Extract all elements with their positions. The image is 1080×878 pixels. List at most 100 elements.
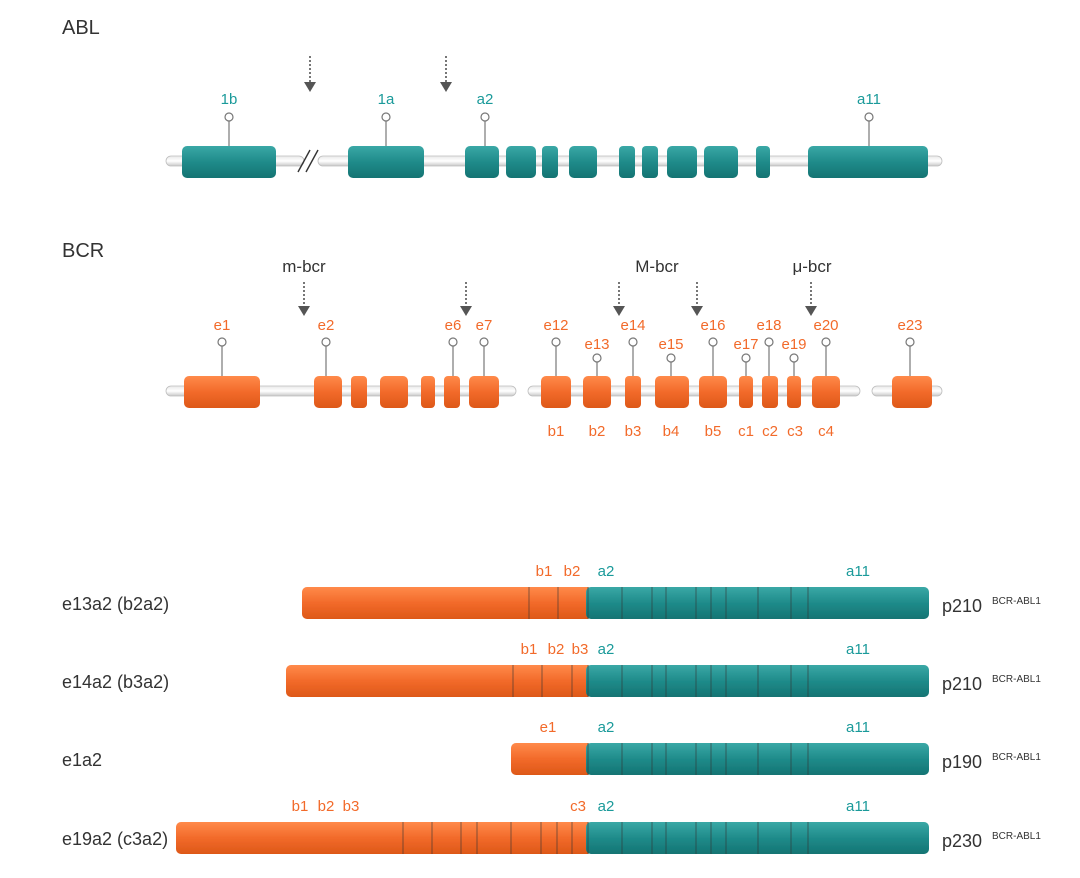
fusion-bcr-bar <box>302 587 592 619</box>
abl-gene: 1b 1a a2 a11 <box>165 56 943 178</box>
fusion-bcr-label: b2 <box>564 563 581 580</box>
bcr-label-b3: b3 <box>625 423 642 440</box>
fusion-bcr-label: b2 <box>318 798 335 815</box>
abl-exon-1a <box>348 146 424 178</box>
bcr-exon-e13 <box>583 376 611 408</box>
bcr-label-c2: c2 <box>762 423 778 440</box>
bcr-label-e16: e16 <box>700 317 725 334</box>
fusion-name: e13a2 (b2a2) <box>62 594 169 614</box>
bcr-exon-e17 <box>739 376 753 408</box>
abl-exon-1b <box>182 146 276 178</box>
abl-exon <box>642 146 658 178</box>
fusion-name: e14a2 (b3a2) <box>62 672 169 692</box>
bcr-exon-e20 <box>812 376 840 408</box>
abl-break-mark <box>297 149 319 173</box>
bcr-exon-e6 <box>444 376 460 408</box>
bcr-b-labels: b1 b2 b3 b4 b5 c1 c2 c3 c4 <box>548 423 834 440</box>
bcr-label-c4: c4 <box>818 423 834 440</box>
bcr-label-e12: e12 <box>543 317 568 334</box>
fusion-bcr-bar <box>286 665 592 697</box>
bcr-label-e7: e7 <box>476 317 493 334</box>
bcr-label-e13: e13 <box>584 336 609 353</box>
fusion-protein: p190 <box>942 752 982 772</box>
bcr-breakpoint-arrows <box>298 282 817 316</box>
fusion-dividers <box>402 822 809 854</box>
fusion-bcr-label: b1 <box>521 641 538 658</box>
bcr-label-e2: e2 <box>318 317 335 334</box>
bcr-label-e23: e23 <box>897 317 922 334</box>
abl-exon-a11 <box>808 146 928 178</box>
abl-exon <box>756 146 770 178</box>
fusion-bcr-label: b3 <box>343 798 360 815</box>
bcr-label-e19: e19 <box>781 336 806 353</box>
bcr-exon <box>351 376 367 408</box>
bcr-exon-labels: e1 e2 e6 e7 e12 e13 e14 e15 e16 e17 e18 … <box>214 317 923 353</box>
fusion-protein-superscript: BCR-ABL1 <box>992 674 1041 685</box>
fusion-abl-label: a2 <box>598 719 615 736</box>
fusion-abl-label: a11 <box>846 798 870 815</box>
bcr-label-e6: e6 <box>445 317 462 334</box>
bcr-label-c1: c1 <box>738 423 754 440</box>
fusion-abl-label: a11 <box>846 563 870 580</box>
bcr-exon-pins <box>217 337 915 376</box>
abl-label-1b: 1b <box>221 91 238 108</box>
fusion-dividers <box>512 665 809 697</box>
abl-label-1a: 1a <box>378 91 395 108</box>
fusion-row: e14a2 (b3a2) b1 b2 b3 a2 a11 p210 BCR-AB… <box>62 641 1041 697</box>
bcr-label-e14: e14 <box>620 317 645 334</box>
bcr-region-major: M-bcr <box>635 257 679 276</box>
abl-exon-a2 <box>465 146 499 178</box>
fusion-bcr-label: c3 <box>570 798 586 815</box>
bcr-gene: m-bcr M-bcr μ-bcr <box>165 257 943 440</box>
fusion-bcr-label: b1 <box>292 798 309 815</box>
fusion-bcr-label: e1 <box>540 719 557 736</box>
fusion-bcr-bar <box>511 743 592 775</box>
abl-exon <box>704 146 738 178</box>
abl-label-a11: a11 <box>857 91 881 108</box>
abl-exon <box>667 146 697 178</box>
bcr-title: BCR <box>62 240 104 262</box>
fusion-name: e19a2 (c3a2) <box>62 829 168 849</box>
fusion-row: e1a2 e1 a2 a11 p190 BCR-ABL1 <box>62 719 1041 775</box>
fusion-bcr-label: b1 <box>536 563 553 580</box>
bcr-label-e18: e18 <box>756 317 781 334</box>
bcr-label-e1: e1 <box>214 317 231 334</box>
bcr-label-c3: c3 <box>787 423 803 440</box>
fusion-row: e13a2 (b2a2) b1 b2 a2 a11 p210 BCR-ABL1 <box>62 563 1041 619</box>
fusion-name: e1a2 <box>62 750 102 770</box>
abl-exon <box>619 146 635 178</box>
fusion-bcr-bar <box>176 822 592 854</box>
abl-exon-pins <box>224 112 874 146</box>
bcr-label-e17: e17 <box>733 336 758 353</box>
abl-breakpoint-arrows <box>304 56 452 92</box>
bcr-exon <box>380 376 408 408</box>
bcr-region-minor: m-bcr <box>282 257 326 276</box>
fusion-protein: p210 <box>942 596 982 616</box>
bcr-label-e20: e20 <box>813 317 838 334</box>
bcr-label-b2: b2 <box>589 423 606 440</box>
abl-label-a2: a2 <box>477 91 494 108</box>
bcr-exon <box>421 376 435 408</box>
bcr-label-b1: b1 <box>548 423 565 440</box>
fusion-bcr-label: b3 <box>572 641 589 658</box>
fusion-protein-superscript: BCR-ABL1 <box>992 831 1041 842</box>
fusion-protein-superscript: BCR-ABL1 <box>992 596 1041 607</box>
bcr-exon-e19 <box>787 376 801 408</box>
fusion-abl-label: a2 <box>598 641 615 658</box>
fusion-protein-superscript: BCR-ABL1 <box>992 752 1041 763</box>
bcr-label-b5: b5 <box>705 423 722 440</box>
bcr-exon-e14 <box>625 376 641 408</box>
bcr-exon-e18 <box>762 376 778 408</box>
bcr-label-b4: b4 <box>663 423 680 440</box>
fusion-dividers <box>528 587 809 619</box>
fusion-abl-label: a2 <box>598 563 615 580</box>
bcr-exon-e7 <box>469 376 499 408</box>
bcr-exon-e15 <box>655 376 689 408</box>
bcr-backbone-2 <box>527 385 861 397</box>
fusion-row: e19a2 (c3a2) b1 b2 b3 c3 a2 a11 p230 BCR… <box>62 798 1041 854</box>
bcr-region-mu: μ-bcr <box>792 257 831 276</box>
bcr-exon-e23 <box>892 376 932 408</box>
abl-title: ABL <box>62 17 100 39</box>
fusion-bcr-label: b2 <box>548 641 565 658</box>
